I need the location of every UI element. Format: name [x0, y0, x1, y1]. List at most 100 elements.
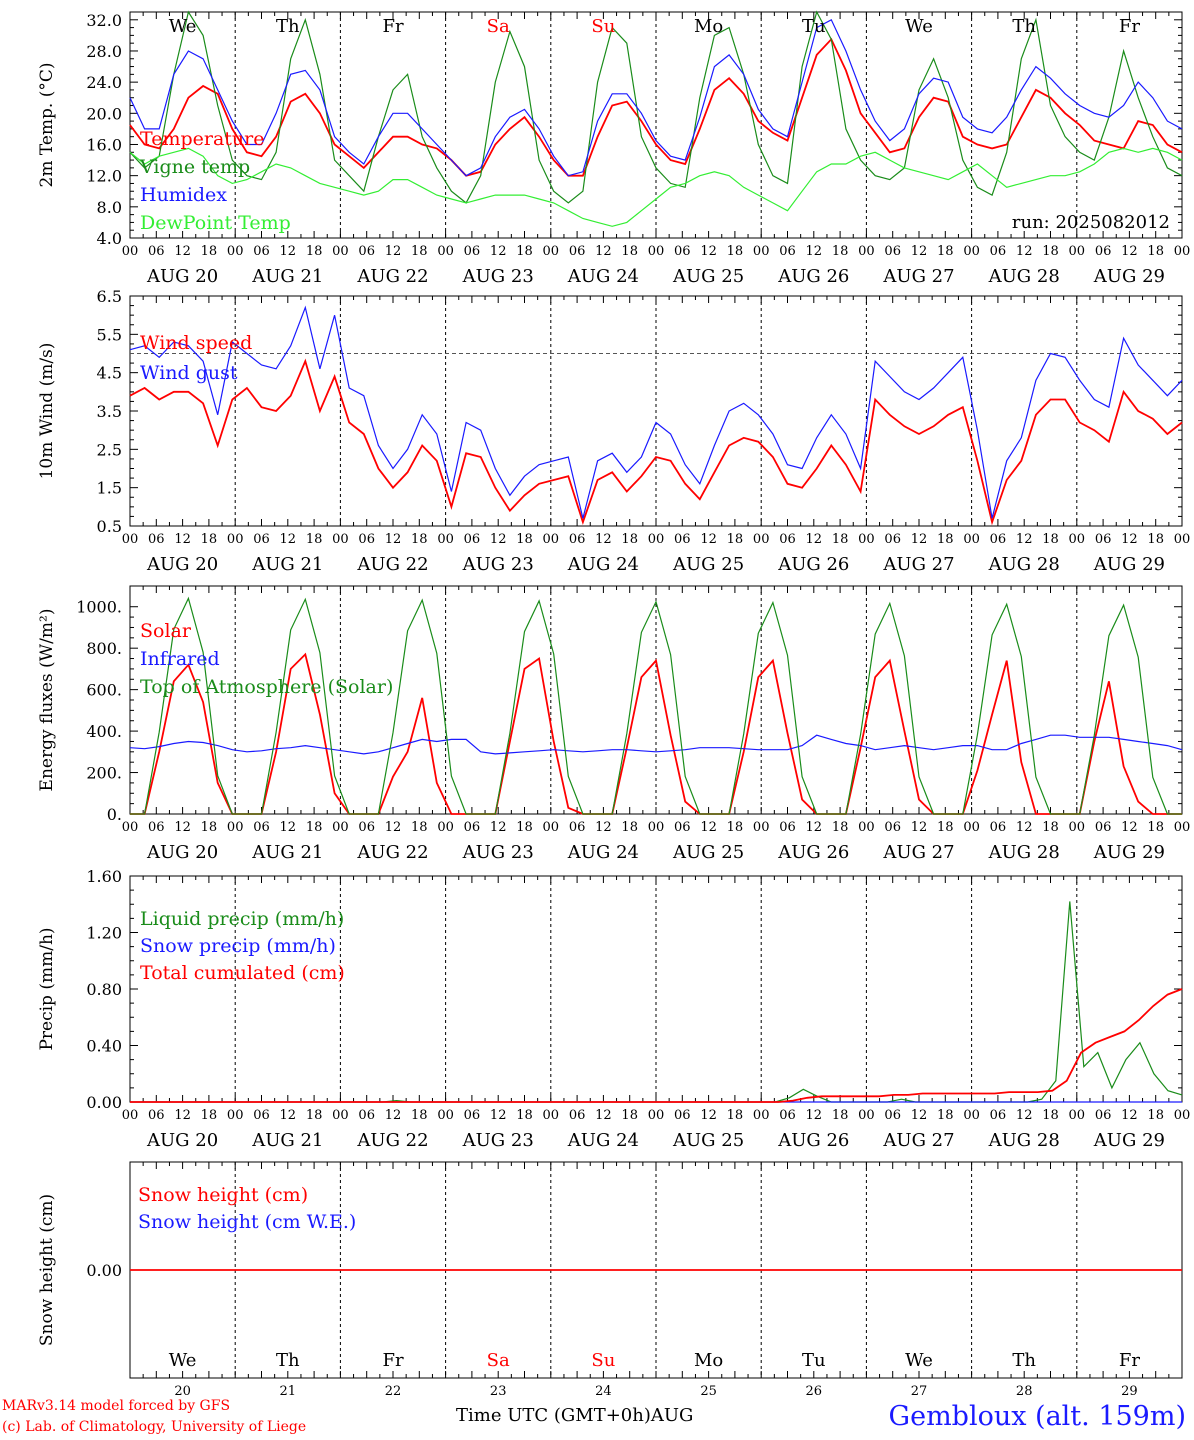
- hour-tick-label: 06: [1095, 820, 1112, 835]
- hour-tick-label: 06: [253, 820, 270, 835]
- date-label: AUG 23: [462, 842, 534, 863]
- hour-tick-label: 00: [858, 820, 875, 835]
- date-label: AUG 25: [672, 554, 744, 575]
- date-number: 27: [911, 1384, 928, 1399]
- lab-credit: (c) Lab. of Climatology, University of L…: [2, 1419, 307, 1435]
- hour-tick-label: 06: [1095, 532, 1112, 547]
- day-name: Su: [591, 16, 615, 37]
- date-label: AUG 24: [567, 554, 639, 575]
- hour-tick-label: 12: [490, 244, 507, 259]
- hour-tick-label: 18: [621, 244, 638, 259]
- hour-tick-label: 12: [911, 1108, 928, 1123]
- hour-tick-label: 18: [1042, 1108, 1059, 1123]
- hour-tick-label: 18: [937, 532, 954, 547]
- hour-tick-label: 06: [674, 532, 691, 547]
- date-label: AUG 28: [988, 842, 1060, 863]
- date-label: AUG 22: [356, 842, 428, 863]
- run-annotation: run: 2025082012: [1012, 212, 1170, 233]
- date-label: AUG 24: [567, 266, 639, 287]
- hour-tick-label: 18: [201, 244, 218, 259]
- day-name: Mo: [694, 1350, 723, 1371]
- hour-tick-label: 06: [358, 244, 375, 259]
- date-label: AUG 27: [882, 1130, 954, 1151]
- y-tick-label: 6.5: [97, 287, 122, 306]
- hour-tick-label: 00: [543, 244, 560, 259]
- hour-tick-label: 00: [648, 532, 665, 547]
- date-label: AUG 22: [356, 266, 428, 287]
- hour-tick-label: 12: [174, 244, 191, 259]
- hour-tick-label: 06: [358, 820, 375, 835]
- day-name: Su: [591, 1350, 615, 1371]
- hour-tick-label: 06: [990, 1108, 1007, 1123]
- date-number: 24: [595, 1384, 612, 1399]
- hour-tick-label: 18: [727, 820, 744, 835]
- hour-tick-label: 00: [648, 1108, 665, 1123]
- hour-tick-label: 12: [806, 532, 823, 547]
- hour-tick-label: 00: [1069, 532, 1086, 547]
- legend-entry: Infrared: [140, 648, 220, 670]
- hour-tick-label: 00: [753, 1108, 770, 1123]
- hour-tick-label: 06: [779, 820, 796, 835]
- date-number: 20: [174, 1384, 191, 1399]
- day-name: Th: [276, 1350, 300, 1371]
- hour-tick-label: 00: [122, 532, 139, 547]
- legend-entry: Snow height (cm): [138, 1184, 308, 1206]
- hour-tick-label: 06: [779, 244, 796, 259]
- hour-tick-label: 12: [595, 820, 612, 835]
- hour-tick-label: 00: [963, 820, 980, 835]
- series-line: [129, 734, 1183, 755]
- date-label: AUG 25: [672, 842, 744, 863]
- y-tick-label: 8.0: [97, 198, 122, 217]
- hour-tick-label: 00: [1174, 532, 1191, 547]
- hour-tick-label: 18: [516, 532, 533, 547]
- hour-tick-label: 18: [201, 532, 218, 547]
- hour-tick-label: 18: [937, 1108, 954, 1123]
- day-name: We: [905, 16, 933, 37]
- y-tick-label: 12.0: [86, 167, 122, 186]
- date-label: AUG 21: [251, 266, 323, 287]
- hour-tick-label: 12: [911, 244, 928, 259]
- hour-tick-label: 00: [1069, 1108, 1086, 1123]
- y-tick-label: 0.80: [86, 980, 122, 999]
- hour-tick-label: 00: [753, 820, 770, 835]
- date-label: AUG 26: [777, 842, 849, 863]
- hour-tick-label: 18: [411, 820, 428, 835]
- hour-tick-label: 18: [727, 532, 744, 547]
- day-name: Tu: [802, 16, 826, 37]
- date-number: 23: [490, 1384, 507, 1399]
- hour-tick-label: 18: [306, 1108, 323, 1123]
- hour-tick-label: 18: [832, 244, 849, 259]
- series-line: [130, 596, 1182, 815]
- day-name: Th: [1012, 1350, 1036, 1371]
- hour-tick-label: 12: [700, 532, 717, 547]
- y-axis-title: Energy fluxes (W/m²): [37, 609, 57, 792]
- day-name: We: [169, 16, 197, 37]
- date-label: AUG 24: [567, 1130, 639, 1151]
- hour-tick-label: 06: [674, 820, 691, 835]
- hour-tick-label: 06: [779, 532, 796, 547]
- date-label: AUG 20: [146, 842, 218, 863]
- date-label: AUG 20: [146, 266, 218, 287]
- day-name: Th: [276, 16, 300, 37]
- hour-tick-label: 00: [1174, 244, 1191, 259]
- hour-tick-label: 00: [227, 532, 244, 547]
- hour-tick-label: 12: [174, 532, 191, 547]
- legend-entry: DewPoint Temp: [140, 212, 291, 234]
- model-credit: MARv3.14 model forced by GFS: [2, 1398, 231, 1414]
- date-number: 26: [806, 1384, 823, 1399]
- hour-tick-label: 00: [1174, 1108, 1191, 1123]
- y-axis-title: Snow height (cm): [37, 1194, 57, 1346]
- legend-entry: Total cumulated (cm): [140, 962, 345, 984]
- hour-tick-label: 00: [122, 820, 139, 835]
- legend-entry: Liquid precip (mm/h): [140, 908, 344, 930]
- hour-tick-label: 00: [963, 532, 980, 547]
- hour-tick-label: 00: [753, 244, 770, 259]
- hour-tick-label: 12: [1121, 1108, 1138, 1123]
- day-name: Fr: [1119, 1350, 1140, 1371]
- date-label: AUG 22: [356, 554, 428, 575]
- date-label: AUG 29: [1093, 554, 1165, 575]
- hour-tick-label: 18: [621, 1108, 638, 1123]
- hour-tick-label: 12: [1016, 532, 1033, 547]
- y-tick-label: 28.0: [86, 42, 122, 61]
- hour-tick-label: 18: [411, 1108, 428, 1123]
